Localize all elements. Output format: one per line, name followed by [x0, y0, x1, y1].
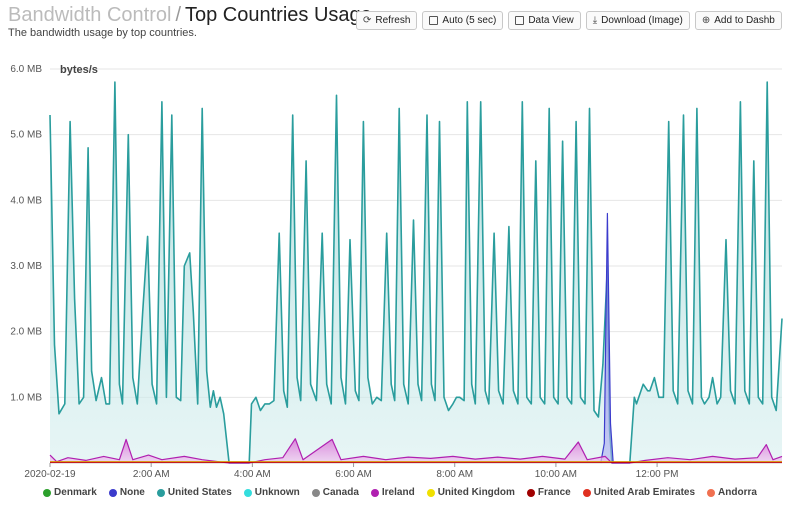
legend-label: United Arab Emirates: [593, 487, 696, 498]
legend-marker-icon: [243, 488, 252, 497]
y-tick-label: 2.0 MB: [10, 327, 42, 338]
breadcrumb-separator: /: [175, 4, 181, 26]
page-header: Bandwidth Control / Top Countries Usage Th…: [0, 0, 800, 44]
legend-marker-icon: [43, 488, 52, 497]
series-area-united-states: [50, 82, 782, 463]
x-tick-label: 2:00 AM: [133, 469, 170, 480]
checkbox-icon: [429, 16, 439, 25]
legend-item-unknown[interactable]: Unknown: [243, 487, 300, 498]
auto-refresh-label: Auto (5 sec): [442, 15, 497, 26]
plus-circle-icon: ⊕: [701, 14, 711, 26]
chart-legend: Denmark None United States Unknown Canada Ire…: [0, 487, 800, 498]
legend-marker-icon: [526, 488, 535, 497]
legend-item-denmark[interactable]: Denmark: [43, 487, 97, 498]
refresh-button[interactable]: ⟳ Refresh: [356, 11, 418, 30]
legend-item-andorra[interactable]: Andorra: [707, 487, 757, 498]
legend-marker-icon: [426, 488, 435, 497]
legend-label: United Kingdom: [437, 487, 515, 498]
legend-item-canada[interactable]: Canada: [311, 487, 359, 498]
legend-item-united-kingdom[interactable]: United Kingdom: [426, 487, 515, 498]
legend-marker-icon: [707, 488, 716, 497]
download-label: Download (Image): [601, 15, 683, 26]
legend-label: Canada: [322, 487, 359, 498]
download-image-button[interactable]: ⤓ Download (Image): [585, 11, 690, 30]
chart-area: 6.0 MB 5.0 MB 4.0 MB 3.0 MB 2.0 MB 1.0 MB byte…: [0, 44, 800, 507]
x-tick-label: 10:00 AM: [535, 469, 577, 480]
y-tick-label: 5.0 MB: [10, 130, 42, 141]
legend-item-none[interactable]: None: [108, 487, 145, 498]
auto-refresh-checkbox[interactable]: Auto (5 sec): [422, 11, 504, 30]
y-tick-label: 1.0 MB: [10, 392, 42, 403]
legend-label: United States: [167, 487, 232, 498]
legend-label: Ireland: [381, 487, 415, 498]
x-tick-label: 2020-02-19: [24, 469, 76, 480]
y-tick-label: 6.0 MB: [10, 64, 42, 75]
legend-marker-icon: [370, 488, 379, 497]
download-icon: ⤓: [592, 14, 598, 26]
breadcrumb-bandwidth-control[interactable]: Bandwidth Control: [8, 4, 172, 26]
legend-marker-icon: [311, 488, 320, 497]
y-tick-label: 3.0 MB: [10, 261, 42, 272]
legend-marker-icon: [582, 488, 591, 497]
legend-marker-icon: [156, 488, 165, 497]
refresh-icon: ⟳: [363, 14, 372, 26]
series-line-none: [600, 212, 614, 464]
checkbox-icon: [515, 16, 525, 25]
legend-label: Andorra: [718, 487, 757, 498]
series-line-ireland: [49, 438, 783, 464]
legend-item-united-arab-emirates[interactable]: United Arab Emirates: [582, 487, 696, 498]
data-view-checkbox[interactable]: Data View: [508, 11, 581, 30]
data-view-label: Data View: [528, 15, 574, 26]
legend-label: Unknown: [254, 487, 300, 498]
y-tick-label: 4.0 MB: [10, 195, 42, 206]
add-to-dashboard-label: Add to Dashb: [714, 15, 775, 26]
legend-item-france[interactable]: France: [526, 487, 571, 498]
legend-label: None: [119, 487, 145, 498]
add-to-dashboard-button[interactable]: ⊕ Add to Dashb: [694, 11, 782, 30]
x-tick-label: 8:00 AM: [436, 469, 473, 480]
toolbar: ⟳ Refresh Auto (5 sec) Data View ⤓ Downl…: [356, 11, 782, 30]
x-tick-label: 4:00 AM: [234, 469, 271, 480]
page-subtitle: The bandwidth usage by top countries.: [8, 27, 197, 39]
page-title: Bandwidth Control / Top Countries Usage: [8, 4, 372, 27]
legend-item-united-states[interactable]: United States: [156, 487, 232, 498]
refresh-label: Refresh: [375, 15, 411, 26]
breadcrumb-current: Top Countries Usage: [185, 4, 372, 26]
legend-marker-icon: [108, 488, 117, 497]
legend-label: France: [537, 487, 571, 498]
x-tick-label: 12:00 PM: [636, 469, 679, 480]
y-axis-title: bytes/s: [60, 64, 98, 76]
legend-label: Denmark: [54, 487, 97, 498]
x-tick-label: 6:00 AM: [335, 469, 372, 480]
bandwidth-chart: 6.0 MB 5.0 MB 4.0 MB 3.0 MB 2.0 MB 1.0 MB byte…: [10, 64, 783, 480]
legend-item-ireland[interactable]: Ireland: [370, 487, 415, 498]
series-line-united-states: [49, 81, 783, 464]
